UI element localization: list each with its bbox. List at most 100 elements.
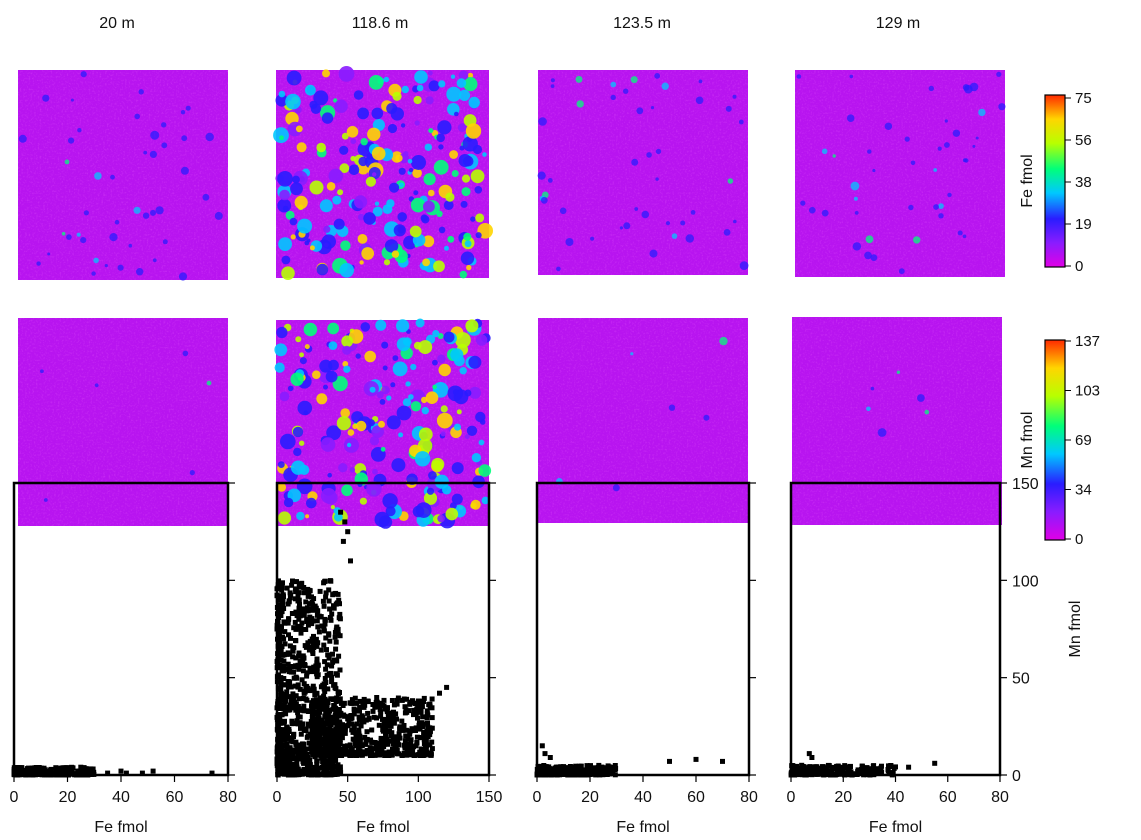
scatter-point [829, 765, 835, 771]
scatter-point [329, 679, 335, 685]
scatter-point [334, 625, 340, 631]
map-hotspot [42, 94, 50, 102]
scatter-point [330, 592, 336, 598]
x-tick-label: 60 [939, 789, 957, 806]
map-hotspot [538, 117, 547, 126]
scatter-point [542, 751, 548, 757]
map-hotspot [279, 189, 290, 201]
scatter-point [351, 711, 357, 717]
scatter-point [307, 619, 312, 625]
map-hotspot [398, 182, 404, 188]
scatter-point [48, 766, 54, 772]
map-hotspot [436, 412, 453, 429]
scatter-point [375, 704, 381, 710]
map-hotspot [421, 396, 428, 404]
map-hotspot [182, 350, 189, 357]
scatter-point [352, 749, 358, 755]
map-hotspot [475, 232, 482, 239]
scatter-point [293, 693, 299, 699]
map-hotspot [289, 217, 298, 226]
scatter-point [293, 596, 298, 602]
scatter-point [337, 611, 343, 617]
map-hotspot [559, 207, 567, 215]
scatter-point [421, 699, 426, 704]
scatter-point [294, 760, 300, 766]
map-hotspot [438, 80, 446, 88]
map-hotspot [305, 514, 310, 519]
map-hotspot [463, 232, 472, 241]
scatter-point [336, 713, 342, 719]
map-hotspot [641, 210, 650, 219]
map-hotspot [475, 334, 488, 346]
x-tick-label: 40 [634, 789, 652, 806]
map-hotspot [94, 172, 102, 180]
map-hotspot [292, 175, 300, 184]
scatter-point [18, 766, 23, 772]
scatter-point [374, 695, 380, 700]
scatter-point [296, 696, 302, 702]
scatter-point [423, 741, 428, 747]
map-hotspot [450, 74, 456, 79]
map-hotspot [162, 239, 168, 245]
map-hotspot [161, 142, 168, 149]
scatter-point [305, 755, 311, 760]
map-hotspot [947, 192, 952, 198]
scatter-point [306, 740, 312, 746]
map-hotspot [556, 266, 561, 272]
scatter-point [325, 652, 331, 658]
scatter-point [332, 744, 338, 750]
scatter-point [340, 722, 345, 728]
map-noise [538, 318, 748, 523]
map-hotspot [414, 70, 428, 84]
scatter-point [278, 712, 284, 717]
map-hotspot [634, 207, 639, 211]
scatter-point [381, 697, 387, 703]
map-noise [18, 70, 228, 280]
scatter-point [322, 676, 328, 681]
scatter-point [328, 722, 334, 728]
scatter-point [801, 764, 807, 770]
map-hotspot [392, 355, 399, 361]
scatter-point [377, 752, 383, 758]
scatter-point [353, 741, 358, 747]
scatter-point [370, 708, 376, 714]
scatter-point [316, 629, 322, 635]
scatter-point [577, 767, 583, 772]
scatter-point [318, 647, 324, 653]
map-noise [795, 70, 1005, 277]
scatter-point [356, 731, 362, 737]
scatter-point [336, 597, 342, 603]
scatter-point [337, 667, 343, 673]
map-hotspot [438, 144, 444, 150]
scatter-point [340, 746, 346, 752]
scatter-point [323, 590, 329, 596]
scatter-point [838, 768, 843, 774]
scatter-point [299, 756, 305, 762]
scatter-point [330, 697, 336, 702]
scatter-point [413, 710, 419, 716]
scatter-point [278, 675, 284, 681]
map-hotspot [330, 505, 335, 510]
map-hotspot [338, 66, 355, 82]
map-hotspot [287, 121, 303, 137]
scatter-point [281, 606, 287, 611]
map-hotspot [422, 235, 435, 248]
map-hotspot [104, 264, 108, 268]
map-hotspot [418, 340, 433, 355]
scatter-point [427, 732, 433, 738]
map-hotspot [423, 491, 438, 505]
map-hotspot [178, 272, 188, 281]
scatter-point [584, 763, 590, 769]
scatter-point [893, 764, 898, 770]
map-hotspot [474, 186, 483, 194]
colorbar-tick-label: 75 [1075, 90, 1092, 107]
scatter-point [315, 608, 321, 614]
map-hotspot [378, 420, 385, 428]
scatter-point [317, 738, 323, 744]
scatter-point [332, 770, 338, 776]
map-hotspot [407, 159, 413, 164]
x-tick-label: 40 [112, 789, 130, 806]
scatter-point [583, 767, 589, 773]
scatter-point [424, 708, 430, 714]
map-hotspot [319, 359, 333, 373]
